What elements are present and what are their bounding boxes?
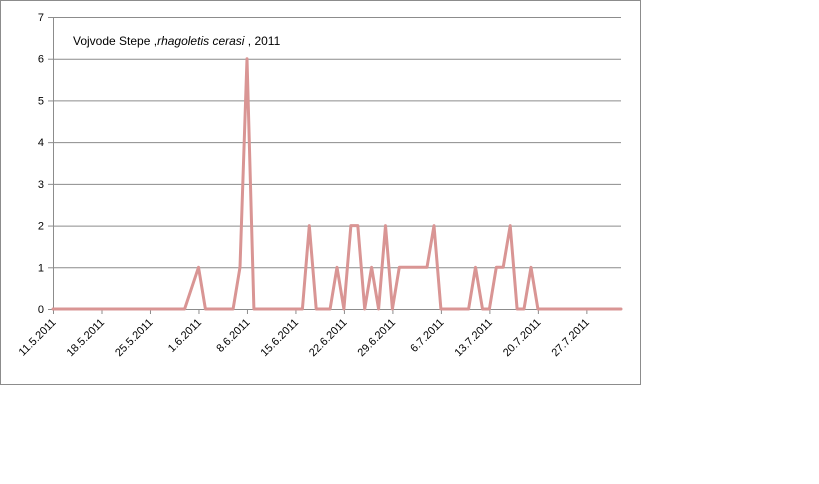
- x-tick-label-7: 29.6.2011: [356, 317, 399, 360]
- y-tick-label-3: 3: [38, 179, 44, 191]
- x-tick-label-5: 15.6.2011: [259, 317, 302, 360]
- y-tick-label-4: 4: [38, 137, 44, 149]
- x-tick-label-11: 27.7.2011: [549, 317, 592, 360]
- series-line: [51, 57, 623, 311]
- y-tick-label-2: 2: [38, 221, 44, 233]
- y-tick-label-6: 6: [38, 54, 44, 66]
- chart-title-part-3: , 2011: [244, 34, 280, 48]
- x-tick-labels: 11.5.2011 18.5.2011 25.5.2011 1.6.2011 8.6.2…: [17, 317, 592, 360]
- y-tick-label-1: 1: [38, 262, 44, 274]
- chart-title-part-1: Vojvode Stepe ,: [73, 34, 157, 48]
- x-tick-label-1: 18.5.2011: [65, 317, 108, 360]
- chart-title-part-2: rhagoletis cerasi: [157, 34, 245, 48]
- line-chart: 0 1 2 3 4 5 6 7 11.5.2011 18.5.2011 25.5.2011 1.6.…: [17, 12, 623, 360]
- x-tick-label-9: 13.7.2011: [452, 317, 495, 360]
- x-tick-label-10: 20.7.2011: [501, 317, 544, 360]
- y-tick-label-7: 7: [38, 12, 44, 24]
- y-tick-label-5: 5: [38, 95, 44, 107]
- y-tick-labels: 0 1 2 3 4 5 6 7: [38, 12, 44, 316]
- x-tick-label-2: 25.5.2011: [113, 317, 156, 360]
- x-tick-label-3: 1.6.2011: [166, 317, 204, 355]
- y-tick-label-0: 0: [38, 304, 44, 316]
- x-tick-label-6: 22.6.2011: [307, 317, 350, 360]
- x-tick-label-8: 6.7.2011: [408, 317, 446, 355]
- gridlines: [53, 17, 621, 269]
- chart-title: Vojvode Stepe ,rhagoletis cerasi , 2011: [73, 34, 281, 48]
- x-tick-label-4: 8.6.2011: [214, 317, 252, 355]
- x-tick-label-0: 11.5.2011: [17, 317, 59, 359]
- axes: [48, 17, 621, 314]
- chart-frame: 0 1 2 3 4 5 6 7 11.5.2011 18.5.2011 25.5.2011 1.6.…: [0, 0, 641, 385]
